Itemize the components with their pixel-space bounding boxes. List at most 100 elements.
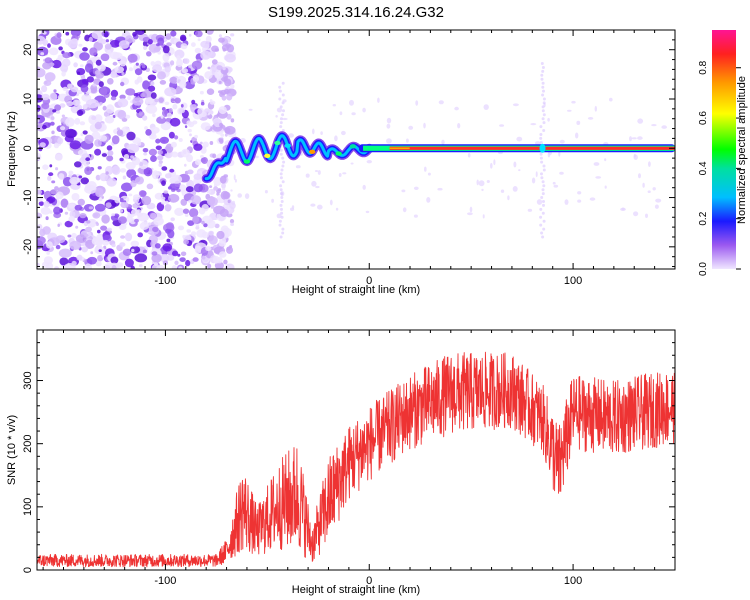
streak-blob [281,180,285,184]
faint-blob [637,118,644,124]
x-tick-label: 0 [366,275,372,287]
noise-blob [109,39,121,48]
streak-blob [281,231,285,235]
streak-blob [542,121,546,125]
faint-blob [595,176,602,179]
noise-blob [47,196,56,203]
noise-blob [155,145,162,151]
faint-blob [271,198,274,203]
noise-blob [131,248,135,253]
noise-blob [151,251,158,256]
faint-blob [276,107,283,113]
noise-blob [135,176,144,185]
streak-blob [280,192,284,196]
noise-blob [124,203,127,207]
noise-blob [165,33,172,40]
noise-blob [182,208,190,214]
spectrogram-line [359,143,675,153]
faint-blob [457,123,461,129]
noise-blob [185,186,194,193]
faint-blob [655,198,662,203]
noise-blob [88,219,97,227]
noise-blob [204,108,210,113]
faint-blob [438,100,444,105]
noise-blob [112,114,116,119]
noise-blob [208,235,218,245]
faint-blob [467,212,473,216]
streak-blob [539,133,543,136]
faint-blob [467,153,471,158]
noise-blob [203,223,208,228]
noise-blob [191,42,196,47]
noise-blob [181,148,190,158]
noise-blob [91,115,97,120]
noise-blob [85,99,99,109]
noise-blob [120,235,126,239]
noise-blob [42,61,52,70]
noise-blob [146,51,152,57]
noise-blob [110,96,117,101]
faint-blob [536,199,543,205]
noise-blob [180,104,184,108]
faint-blob [437,187,443,191]
faint-blob [264,190,268,194]
noise-blob [164,87,177,97]
faint-blob [482,214,485,219]
noise-blob [109,51,120,60]
noise-blob [39,142,46,148]
noise-blob [51,59,62,69]
faint-blob [276,213,282,219]
faint-blob [320,131,323,136]
colorbar-tick-label: 0.0 [698,262,709,276]
noise-blob [150,81,155,86]
noise-blob [161,180,166,187]
noise-blob [199,141,203,145]
ridge-hotspot [274,140,281,146]
faint-blob [341,130,346,136]
noise-blob [97,166,102,170]
noise-blob [42,164,49,170]
noise-blob [105,104,115,114]
noise-blob [40,52,45,56]
noise-blob [106,145,113,151]
streak-blob [541,211,545,215]
noise-blob [70,30,81,37]
noise-blob [132,97,144,106]
streak-blob [541,180,545,184]
noise-blob [142,89,153,99]
noise-blob [81,246,88,253]
noise-blob [221,182,226,189]
faint-blob [402,207,407,213]
noise-blob [123,154,130,160]
faint-blob [312,128,315,135]
noise-blob [145,97,154,105]
streak-blob [541,85,545,89]
faint-blob [230,189,233,192]
noise-blob [153,262,159,266]
faint-blob [647,190,651,193]
noise-blob [54,266,59,269]
noise-blob [206,196,218,207]
noise-blob [130,240,140,247]
noise-blob [160,115,164,119]
colorbar-tick-label: 0.8 [698,60,709,74]
noise-blob [106,227,113,232]
noise-blob [111,135,120,145]
noise-blob [154,243,161,249]
noise-blob [209,141,214,145]
noise-blob [84,263,92,269]
faint-blob [633,153,636,158]
ridge-hotspot [243,159,251,164]
colorbar-tick-label: 0.4 [698,161,709,175]
noise-blob [37,212,43,219]
noise-blob [57,137,64,145]
noise-blob [85,157,91,162]
faint-blob [424,166,427,172]
faint-blob [527,208,533,212]
faint-blob [621,207,625,211]
noise-blob [158,160,163,164]
noise-blob [201,220,205,225]
noise-blob [117,110,127,120]
y-tick-label: 20 [22,44,34,56]
